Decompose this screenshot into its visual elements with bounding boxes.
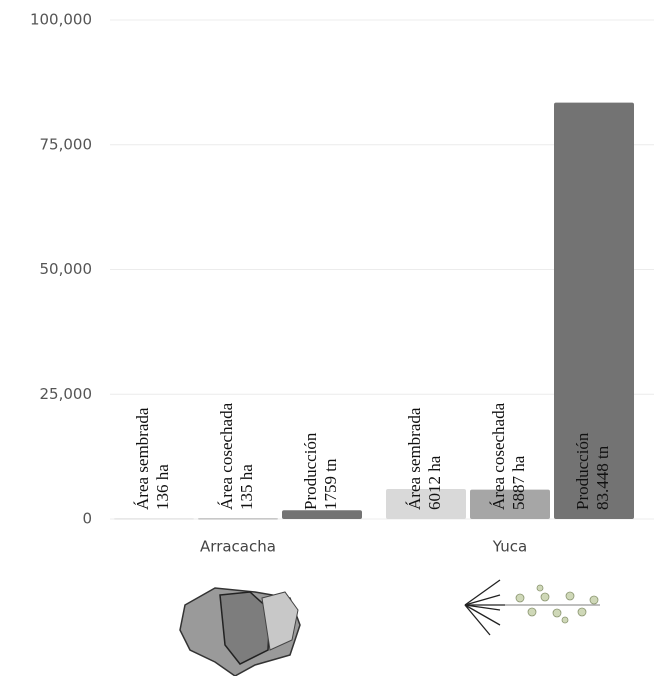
bar-label-name: Producción [573,432,592,510]
bar-label-value: 6012 ha [425,455,444,510]
bar-label-value: 5887 ha [509,455,528,510]
arracacha-icon [179,587,301,676]
y-tick-label: 100,000 [30,11,92,29]
y-tick-label: 50,000 [40,260,93,278]
bar-label-value: 136 ha [153,464,172,510]
bar [470,489,550,519]
bar-label-name: Producción [301,432,320,510]
y-tick-label: 75,000 [40,135,93,153]
bar-label-value: 135 ha [237,464,256,510]
yuca-icon [464,579,600,636]
y-tick-label: 25,000 [40,385,93,403]
bar [386,489,466,519]
bar-label-name: Área sembrada [405,407,424,510]
x-tick-label: Arracacha [200,538,276,556]
bar [198,518,278,520]
bar [282,510,362,519]
bar [554,102,634,519]
bar-label-name: Área cosechada [489,402,508,510]
bar-label-value: 1759 tn [321,458,340,510]
bar [114,518,194,520]
x-tick-label: Yuca [492,538,527,556]
bar-label-name: Área sembrada [133,407,152,510]
bar-label-value: 83.448 tn [593,445,612,510]
bar-label-name: Área cosechada [217,402,236,510]
y-tick-label: 0 [82,510,92,528]
